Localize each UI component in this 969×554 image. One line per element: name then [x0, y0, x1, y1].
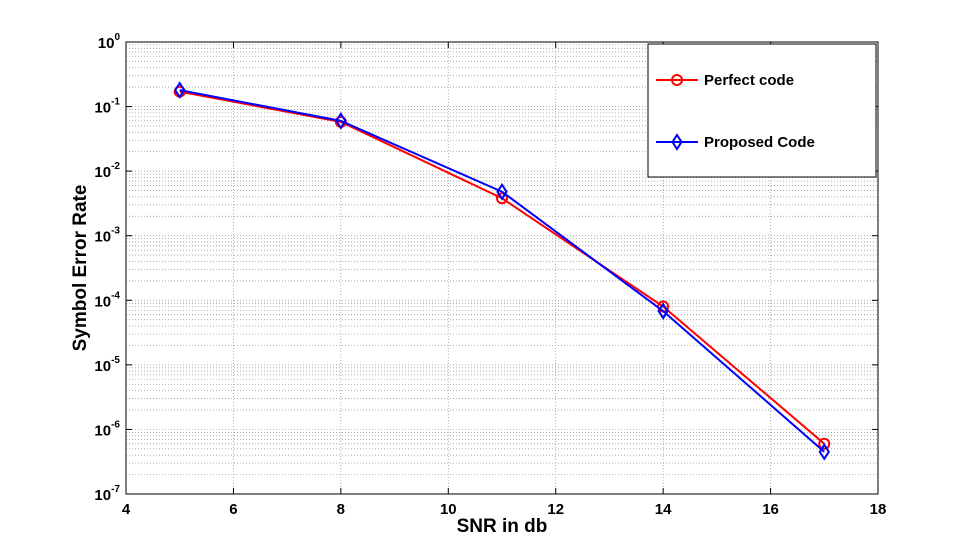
- legend-item: Perfect code: [656, 72, 794, 89]
- y-tick-label: 10-1: [94, 97, 120, 117]
- data-point: [496, 192, 508, 205]
- y-tick-exponent: -5: [111, 355, 120, 366]
- data-point: [818, 437, 831, 450]
- y-tick-label: 10-5: [94, 355, 120, 375]
- y-tick-exponent: -2: [111, 161, 120, 172]
- y-tick-exponent: -6: [111, 419, 120, 430]
- x-tick-label: 10: [440, 501, 457, 518]
- axis-ticks: 4 6 8 10 12 14 16 1810010-110-210-310-410-510-6…: [94, 32, 886, 518]
- series-line: [179, 89, 825, 453]
- y-tick-exponent: -1: [111, 97, 120, 108]
- y-tick-base: 10: [94, 100, 111, 117]
- data-point: [496, 182, 508, 201]
- x-tick-label: 4: [122, 501, 131, 518]
- y-tick-label: 10-6: [94, 419, 120, 439]
- y-axis-title: Symbol Error Rate: [70, 185, 91, 352]
- y-tick-base: 10: [94, 487, 111, 504]
- legend: Perfect code Proposed Code: [647, 43, 877, 178]
- x-tick-label: 16: [762, 501, 779, 518]
- y-tick-label: 10-3: [94, 226, 120, 246]
- y-tick-label: 10-7: [94, 484, 120, 504]
- data-point: [657, 302, 669, 320]
- legend-box: [647, 43, 877, 178]
- y-tick-base: 10: [94, 293, 111, 310]
- x-tick-label: 6: [229, 501, 237, 518]
- y-tick-label: 10-4: [94, 290, 120, 310]
- y-tick-exponent: 0: [114, 32, 120, 43]
- y-tick-label: 100: [98, 32, 121, 52]
- legend-label: Proposed Code: [704, 134, 815, 151]
- data-point: [818, 442, 830, 461]
- y-tick-exponent: -4: [111, 290, 120, 301]
- y-tick-label: 10-2: [94, 161, 120, 181]
- x-tick-label: 14: [655, 501, 672, 518]
- y-tick-base: 10: [94, 229, 111, 246]
- legend-label: Perfect code: [704, 72, 794, 89]
- legend-marker: [671, 133, 683, 151]
- legend-marker: [671, 74, 683, 86]
- y-tick-base: 10: [94, 422, 111, 439]
- data-point: [174, 81, 186, 99]
- x-tick-label: 12: [547, 501, 564, 518]
- x-axis-title: SNR in db: [457, 516, 548, 537]
- legend-item: Proposed Code: [656, 133, 815, 151]
- data-point: [335, 112, 347, 130]
- x-tick-label: 8: [337, 501, 345, 518]
- y-tick-base: 10: [94, 164, 111, 181]
- series-1: [174, 81, 830, 461]
- plot-area: [125, 41, 879, 495]
- y-tick-base: 10: [94, 358, 111, 375]
- y-tick-exponent: -3: [111, 226, 120, 237]
- y-tick-exponent: -7: [111, 484, 120, 495]
- series-group: [173, 81, 831, 461]
- y-tick-base: 10: [98, 35, 115, 52]
- x-tick-label: 18: [870, 501, 887, 518]
